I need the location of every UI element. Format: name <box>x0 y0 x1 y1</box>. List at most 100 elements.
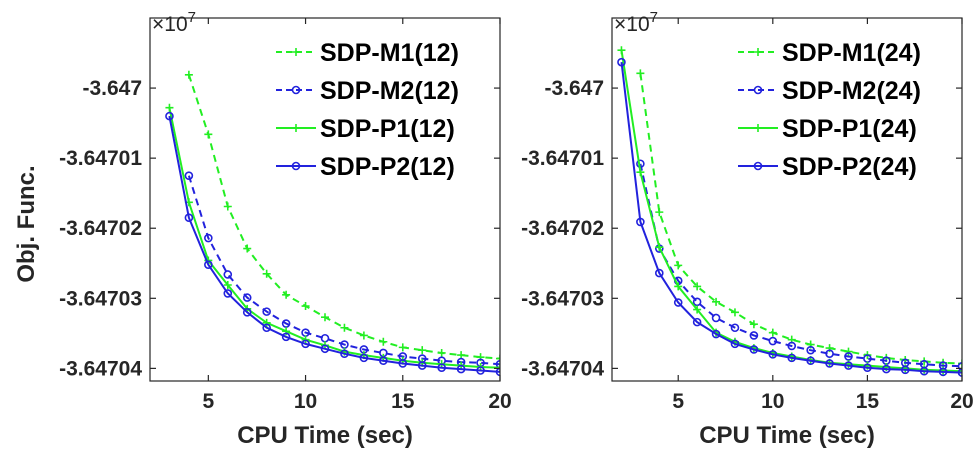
legend-marker <box>292 124 300 132</box>
legend-marker <box>754 124 762 132</box>
data-point <box>844 361 853 370</box>
legend-marker <box>753 161 763 171</box>
data-point <box>692 297 702 307</box>
data-point <box>379 337 388 346</box>
legend-label: SDP-M2(24) <box>782 77 921 105</box>
right-chart-panel: 5 10 15 20 -3.647 -3.64701 -3.64702 -3.64703 -3.… <box>521 9 974 449</box>
data-point <box>281 319 291 328</box>
axes-box <box>611 17 963 382</box>
data-point <box>636 69 645 78</box>
y-tick-label: -3.64703 <box>521 287 604 310</box>
legend-marker <box>292 48 300 56</box>
x-tick-label: 20 <box>950 390 973 413</box>
data-point <box>165 111 174 121</box>
series-line <box>168 107 500 369</box>
x-axis-label: CPU Time (sec) <box>237 422 413 449</box>
data-point <box>223 202 232 211</box>
legend-label: SDP-P1(12) <box>320 115 455 143</box>
data-point <box>418 346 427 355</box>
data-point <box>617 46 626 55</box>
data-point <box>398 343 407 352</box>
series-line <box>187 175 500 366</box>
x-tick-label: 15 <box>391 390 415 413</box>
legend-label: SDP-M1(24) <box>782 39 921 67</box>
data-point <box>496 363 500 372</box>
data-point <box>730 339 740 349</box>
data-point <box>957 361 962 371</box>
series-SDP-P2(24) <box>617 57 962 377</box>
data-point <box>673 298 683 307</box>
x-tick-label: 15 <box>856 390 880 413</box>
data-point <box>437 363 446 372</box>
axes-box <box>149 17 501 382</box>
data-point <box>711 329 721 339</box>
data-point <box>184 171 194 180</box>
legend-marker <box>754 48 762 56</box>
data-point <box>301 339 310 349</box>
data-point <box>919 366 929 376</box>
data-point <box>674 282 683 291</box>
data-point <box>243 244 252 253</box>
data-point <box>262 318 271 327</box>
y-exponent-label: ×107 <box>614 9 658 36</box>
data-point <box>636 168 645 177</box>
data-point <box>437 348 446 357</box>
data-point <box>340 323 349 332</box>
series-SDP-P2(12) <box>165 111 500 377</box>
series-line <box>187 74 500 360</box>
data-point <box>654 268 664 278</box>
data-point <box>844 347 853 356</box>
y-tick-label: -3.64703 <box>59 287 142 310</box>
data-point <box>204 260 213 269</box>
data-point <box>957 368 962 377</box>
series-line <box>639 73 962 365</box>
data-point <box>711 313 721 323</box>
y-tick-label: -3.64704 <box>521 357 604 380</box>
data-point <box>655 208 664 217</box>
data-point <box>223 280 232 289</box>
data-point <box>495 367 500 377</box>
legend-label: SDP-P2(12) <box>320 153 455 181</box>
series-line <box>620 61 962 374</box>
data-point <box>692 317 702 327</box>
data-point <box>636 217 645 227</box>
data-point <box>301 302 310 311</box>
data-point <box>768 336 778 346</box>
data-point <box>223 289 233 298</box>
y-tick-label: -3.647 <box>544 77 604 100</box>
series-SDP-M2(12) <box>184 171 500 369</box>
x-axis-label: CPU Time (sec) <box>699 422 875 449</box>
data-point <box>844 352 853 361</box>
series-SDP-M1(12) <box>184 70 500 363</box>
data-point <box>787 341 797 351</box>
data-point <box>768 328 777 337</box>
data-point <box>320 344 330 354</box>
data-point <box>359 353 369 363</box>
y-exponent-label: ×107 <box>152 9 196 36</box>
plot-area <box>617 46 962 377</box>
data-point <box>787 353 797 363</box>
x-tick-label: 5 <box>672 390 684 413</box>
exponent-base: ×10 <box>614 13 650 36</box>
series-SDP-M1(24) <box>636 69 962 368</box>
exponent-base: ×10 <box>152 13 188 36</box>
data-point <box>457 351 466 360</box>
y-tick-label: -3.64702 <box>521 217 604 240</box>
data-point <box>242 293 252 302</box>
y-axis-label: Obj. Func. <box>13 165 40 282</box>
data-point <box>321 313 329 322</box>
exponent-power: 7 <box>188 9 196 26</box>
data-point <box>204 130 213 139</box>
data-point <box>730 308 739 317</box>
data-point <box>496 354 500 363</box>
y-tick-label: -3.64701 <box>59 147 142 170</box>
plot-area <box>165 70 500 377</box>
data-point <box>417 361 427 370</box>
x-tick-label: 5 <box>202 390 214 413</box>
legend-marker <box>291 85 301 95</box>
legend-label: SDP-M1(12) <box>320 39 459 67</box>
data-point <box>184 70 193 79</box>
data-point <box>749 345 759 354</box>
series-SDP-P1(12) <box>165 103 500 372</box>
